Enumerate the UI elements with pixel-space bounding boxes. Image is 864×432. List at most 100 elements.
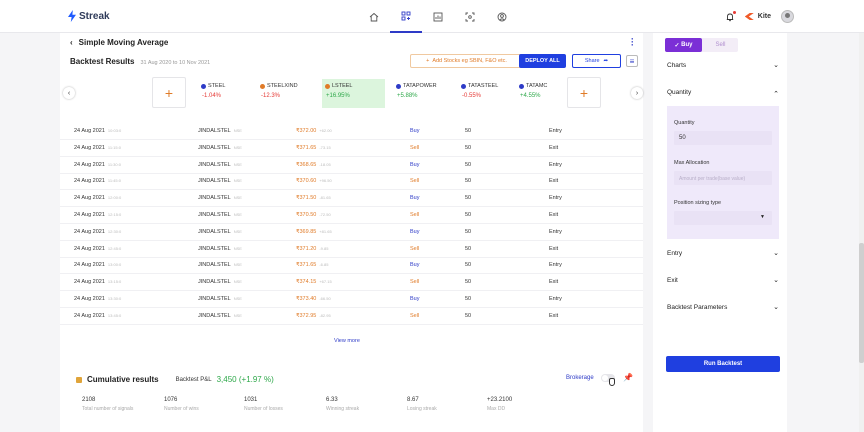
nav-dashboard[interactable] <box>422 0 454 33</box>
broker-name: Kite <box>757 13 771 20</box>
add-stocks-button[interactable]: + Add Stocks eg SBIN, F&O etc. <box>410 54 523 68</box>
trade-symbol: JINDALSTEL NSE <box>198 144 242 151</box>
streak-logo[interactable]: Streak <box>68 10 110 22</box>
trade-side: Buy <box>410 161 420 168</box>
scrollbar-thumb[interactable] <box>859 243 864 363</box>
deploy-all-button[interactable]: DEPLOY ALL <box>519 54 566 68</box>
table-row: 24 Aug 2021 12:00:0 JINDALSTEL NSE ₹371.50 -8… <box>60 190 643 208</box>
view-more-link[interactable]: View more <box>334 338 360 344</box>
trade-symbol: JINDALSTEL NSE <box>198 245 242 252</box>
max-allocation-label: Max Allocation <box>674 160 710 166</box>
plus-icon: + <box>426 58 430 64</box>
nav-strategies[interactable] <box>390 0 422 33</box>
carousel-next-button[interactable]: › <box>631 87 643 99</box>
trade-quantity: 50 <box>465 195 472 202</box>
nav-home[interactable] <box>358 0 390 33</box>
stat-item: 8.67 Losing streak <box>407 397 437 412</box>
bolt-icon <box>68 10 76 22</box>
trade-quantity: 50 <box>465 245 472 252</box>
trade-date: 24 Aug 2021 11:45:0 <box>74 178 121 185</box>
avatar[interactable] <box>781 10 794 23</box>
check-icon: ✓ <box>674 42 680 49</box>
back-arrow-icon[interactable]: ‹ <box>70 38 73 47</box>
main-panel: ‹ Simple Moving Average · · · Backtest Res… <box>60 33 643 432</box>
position-sizing-select[interactable]: ▼ <box>674 211 772 225</box>
stock-icon <box>396 83 401 89</box>
bell-icon <box>726 13 733 21</box>
max-allocation-input[interactable]: Amount per trade(base value) <box>674 171 772 185</box>
stock-tile-selected[interactable]: LSTEEL +16.95% <box>322 79 385 108</box>
add-stock-tile[interactable]: + <box>152 77 186 108</box>
brokerage-toggle[interactable] <box>601 374 615 382</box>
position-sizing-label: Position sizing type <box>674 200 722 206</box>
trade-side: Sell <box>410 245 420 252</box>
table-row: 24 Aug 2021 13:00:0 JINDALSTEL NSE ₹371.65 -6… <box>60 257 643 275</box>
chart-icon <box>433 12 443 21</box>
stat-item: 2108 Total number of signals <box>82 397 133 412</box>
trade-type: Exit <box>549 144 559 151</box>
carousel-prev-button[interactable]: ‹ <box>63 87 75 99</box>
stock-tile[interactable]: TATASTEEL -0.55% <box>458 79 521 108</box>
quantity-input[interactable]: 50 <box>674 131 772 145</box>
trade-date: 24 Aug 2021 13:15:0 <box>74 279 122 286</box>
run-backtest-button[interactable]: Run Backtest <box>666 356 780 372</box>
add-stock-tile[interactable]: + <box>567 77 601 108</box>
stock-name: TATAMC <box>526 83 548 89</box>
sell-button[interactable]: Sell <box>715 42 726 48</box>
page-scrollbar[interactable] <box>859 33 864 432</box>
trade-type: Exit <box>549 279 559 286</box>
section-entry[interactable]: Entry ⌄ <box>667 250 779 257</box>
trade-symbol: JINDALSTEL NSE <box>198 128 242 134</box>
trade-side: Buy <box>410 262 420 269</box>
trade-quantity: 50 <box>465 178 472 185</box>
stat-item: 6.33 Winning streak <box>326 397 359 412</box>
trade-date: 24 Aug 2021 13:45:0 <box>74 312 122 319</box>
buy-sell-toggle: ✓ Buy Sell <box>665 38 738 52</box>
more-options-icon[interactable]: · · · <box>631 34 634 50</box>
stock-tile[interactable]: STEELXIND -12.3% <box>257 79 320 108</box>
trade-price: ₹368.65 -18.05 <box>296 161 331 168</box>
section-charts[interactable]: Charts ⌄ <box>667 62 779 69</box>
pin-icon[interactable]: 📌 <box>623 373 633 382</box>
table-row: 24 Aug 2021 12:30:0 JINDALSTEL NSE ₹369.85 +8… <box>60 224 643 241</box>
trade-symbol: JINDALSTEL NSE <box>198 161 242 168</box>
stock-return: +5.88% <box>397 93 418 99</box>
trade-type: Exit <box>549 245 559 252</box>
nav-scanner[interactable] <box>454 0 486 33</box>
stat-value: 2108 <box>82 397 96 403</box>
mouse-cursor-icon <box>609 378 615 386</box>
trade-type: Entry <box>549 161 562 168</box>
user-circle-icon <box>497 12 507 21</box>
page-title: Simple Moving Average <box>78 38 169 47</box>
trade-quantity: 50 <box>465 262 472 269</box>
cumulative-title: Cumulative results <box>87 375 159 384</box>
table-row: 24 Aug 2021 13:15:0 JINDALSTEL NSE ₹374.15 +6… <box>60 274 643 292</box>
share-button[interactable]: Share ➦ <box>572 54 621 68</box>
plus-icon: + <box>164 84 174 101</box>
buy-button[interactable]: ✓ Buy <box>665 38 702 52</box>
trade-quantity: 50 <box>465 279 472 286</box>
filter-button[interactable]: ≡ <box>626 55 638 67</box>
stock-tile[interactable]: TATAMC +4.55% <box>516 79 564 108</box>
pl-label: Backtest P&L <box>175 376 212 383</box>
notifications-button[interactable] <box>725 10 736 22</box>
nav-profile[interactable] <box>486 0 518 33</box>
stat-item: 1031 Number of losses <box>244 397 283 412</box>
table-row: 24 Aug 2021 11:45:0 JINDALSTEL NSE ₹370.60 +9… <box>60 173 643 191</box>
stock-tile[interactable]: STEEL -1.04% <box>198 79 261 108</box>
trade-side: Sell <box>410 178 420 185</box>
table-row: 24 Aug 2021 13:45:0 JINDALSTEL NSE ₹372.95 -8… <box>60 308 643 325</box>
trade-side: Sell <box>410 312 420 319</box>
trade-type: Entry <box>549 262 562 269</box>
section-exit[interactable]: Exit ⌄ <box>667 277 779 284</box>
stat-item: 1076 Number of wins <box>164 397 199 412</box>
section-quantity[interactable]: Quantity ⌃ <box>667 89 779 98</box>
trade-date: 24 Aug 2021 11:15:0 <box>74 144 121 151</box>
grid-icon <box>401 11 411 20</box>
broker-kite[interactable]: Kite <box>744 13 771 20</box>
stat-value: 6.33 <box>326 397 338 403</box>
section-backtest-parameters[interactable]: Backtest Parameters ⌄ <box>667 304 779 311</box>
stock-tile[interactable]: TATAPOWER +5.88% <box>393 79 456 108</box>
trade-quantity: 50 <box>465 296 472 302</box>
trade-side: Buy <box>410 195 420 202</box>
